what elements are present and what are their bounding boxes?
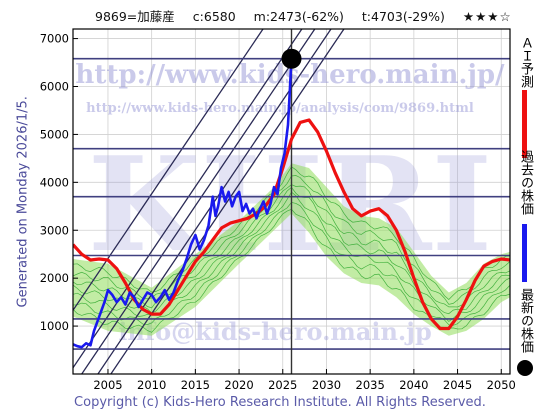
axis-ticks: 2005 2010 2015 2020 2025 2030 2035 2040 2045 2050… <box>40 32 516 392</box>
y-tick-label: 3000 <box>40 223 69 237</box>
x-tick-label: 2015 <box>181 378 210 392</box>
past-price-line <box>73 58 293 349</box>
legend-ai-forecast-label: ＡＩ予測 <box>518 36 533 88</box>
x-tick-label: 2020 <box>224 378 253 392</box>
max-value: m:2473(-62%) <box>253 9 344 24</box>
x-tick-label: 2045 <box>443 378 472 392</box>
series <box>73 48 510 349</box>
watermark-analysis-url: http://www.kids-hero.main.jp/analysis/co… <box>86 101 474 116</box>
chart-header: 9869=加藤産 c:6580 m:2473(-62%) t:4703(-29%… <box>95 6 512 25</box>
plot-frame <box>72 28 511 375</box>
channel-line <box>73 29 264 311</box>
x-tick-label: 2040 <box>399 378 428 392</box>
legend-latest-price-label: 最新の株価 <box>518 288 533 353</box>
generated-date: Generated on Monday 2026/1/5. <box>15 96 31 308</box>
x-tick-label: 2050 <box>487 378 516 392</box>
legend-past-price-swatch <box>522 224 527 282</box>
rating-stars: ★★★☆ <box>462 9 512 24</box>
horizontal-levels <box>73 29 510 374</box>
latest-price-marker <box>281 48 302 69</box>
x-tick-label: 2005 <box>93 378 122 392</box>
target-value: t:4703(-29%) <box>361 9 445 24</box>
forecast-band-area <box>73 163 510 336</box>
y-tick-label: 1000 <box>40 319 69 333</box>
ai-forecast-line <box>73 118 510 331</box>
legend-latest-price-dot <box>517 360 533 376</box>
legend-past-price-label: 過去の株価 <box>518 150 533 215</box>
y-tick-label: 4000 <box>40 175 69 189</box>
close-price: c:6580 <box>192 9 236 24</box>
y-tick-label: 6000 <box>40 80 69 94</box>
x-tick-label: 2030 <box>312 378 341 392</box>
x-tick-label: 2010 <box>137 378 166 392</box>
y-tick-label: 7000 <box>40 32 69 46</box>
x-tick-label: 2035 <box>356 378 385 392</box>
y-tick-label: 2000 <box>40 271 69 285</box>
copyright-footer: Copyright (c) Kids-Hero Research Institu… <box>74 395 486 410</box>
y-tick-label: 5000 <box>40 127 69 141</box>
stock-code-name: 9869=加藤産 <box>95 9 175 24</box>
legend-ai-forecast-swatch <box>522 90 527 158</box>
x-tick-label: 2025 <box>268 378 297 392</box>
legend: ＡＩ予測 過去の株価 最新の株価 <box>514 28 538 378</box>
